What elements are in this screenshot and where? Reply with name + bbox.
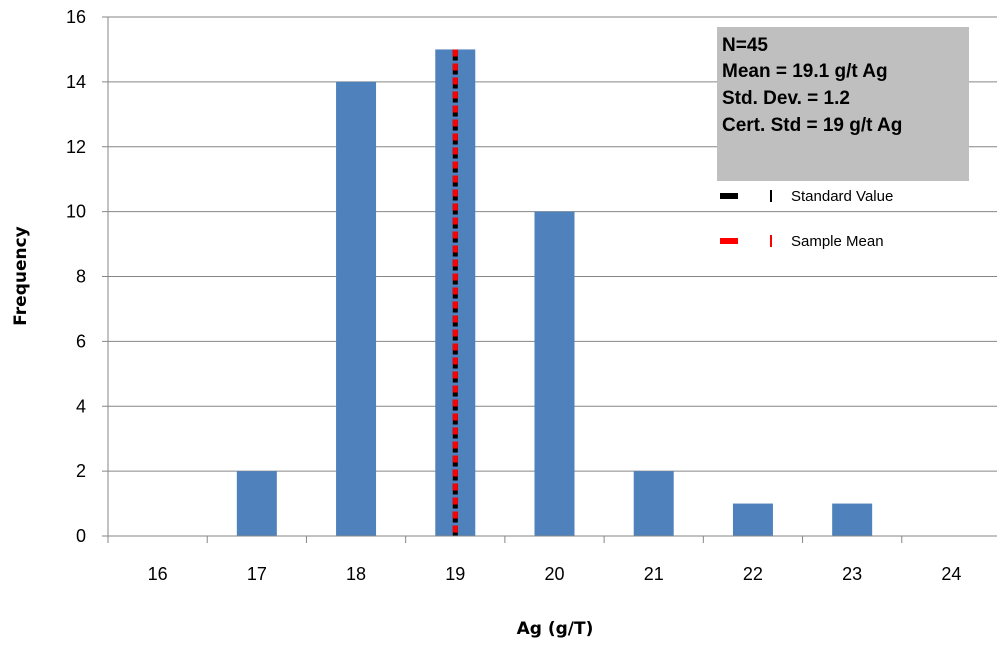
legend-swatch-sample-mean: [720, 238, 738, 244]
y-tick-label: 2: [76, 461, 86, 481]
bar-18: [336, 81, 377, 536]
x-tick-label: 23: [842, 564, 862, 584]
y-axis-title: Frequency: [11, 226, 31, 326]
y-tick-label: 16: [66, 7, 86, 27]
stats-line-cert-std: Cert. Std = 19 g/t Ag: [722, 115, 902, 136]
bar-17: [236, 471, 277, 536]
bars: [236, 49, 873, 536]
y-tick-label: 0: [76, 526, 86, 546]
x-tick-labels: 16 17 18 19 20 21 22 23 24: [148, 564, 962, 584]
legend-label-standard-value: Standard Value: [791, 188, 893, 205]
stats-line-std-dev: Std. Dev. = 1.2: [722, 88, 850, 109]
stats-box-background: [717, 27, 969, 181]
x-tick-label: 16: [148, 564, 168, 584]
y-tick-label: 10: [66, 202, 86, 222]
x-tick-label: 24: [941, 564, 961, 584]
legend-label-sample-mean: Sample Mean: [791, 233, 884, 250]
x-axis-title: Ag (g/T): [517, 619, 594, 639]
bar-23: [832, 503, 873, 536]
y-tick-label: 6: [76, 331, 86, 351]
stats-line-n: N=45: [722, 35, 768, 56]
axes: [102, 16, 997, 543]
x-tick-label: 19: [445, 564, 465, 584]
stats-line-mean: Mean = 19.1 g/t Ag: [722, 61, 888, 82]
legend-swatch-sample-mean-tick: [770, 235, 772, 247]
y-tick-label: 14: [66, 72, 86, 92]
bar-22: [732, 503, 773, 536]
y-tick-label: 4: [76, 396, 86, 416]
bar-20: [534, 211, 575, 536]
stats-box: N=45 Mean = 19.1 g/t Ag Std. Dev. = 1.2 …: [717, 27, 969, 181]
x-tick-label: 21: [644, 564, 664, 584]
legend-swatch-standard-value-tick: [770, 190, 772, 202]
bar-21: [633, 471, 674, 536]
x-tick-label: 22: [743, 564, 763, 584]
legend-swatch-standard-value: [720, 193, 738, 199]
y-tick-labels: 0 2 4 6 8 10 12 14 16: [66, 7, 86, 546]
x-tick-label: 20: [544, 564, 564, 584]
legend-item-standard-value: Standard Value: [720, 188, 893, 205]
x-tick-label: 17: [247, 564, 267, 584]
legend: Standard Value Sample Mean: [720, 188, 893, 250]
y-tick-label: 8: [76, 267, 86, 287]
x-tick-label: 18: [346, 564, 366, 584]
y-tick-label: 12: [66, 137, 86, 157]
legend-item-sample-mean: Sample Mean: [720, 233, 884, 250]
